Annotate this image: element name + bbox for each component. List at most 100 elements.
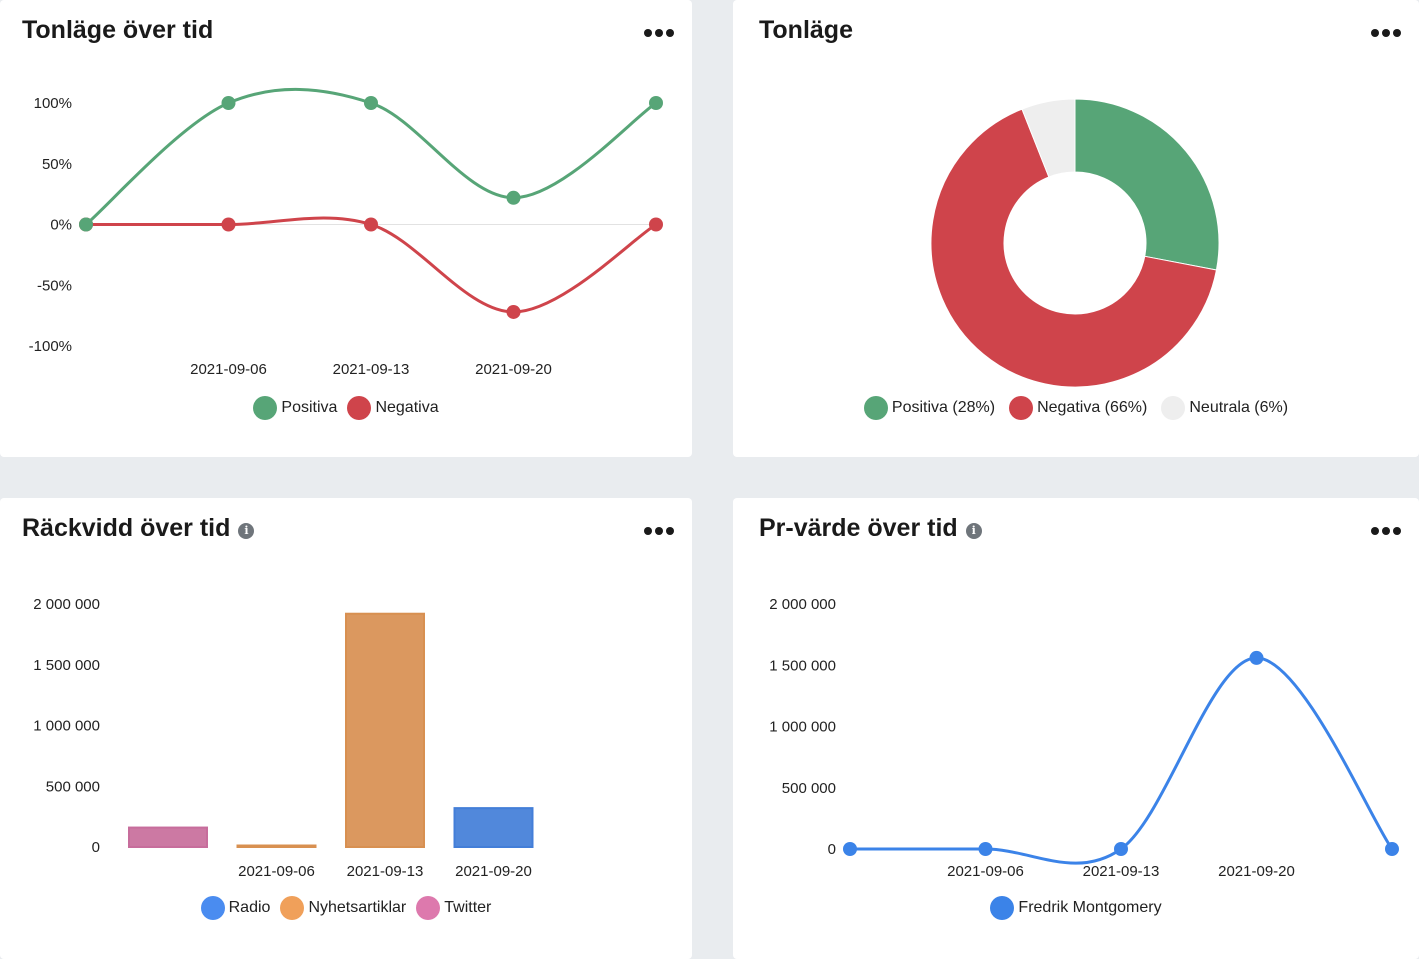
y-tick-label: 100% (34, 95, 72, 112)
more-options-button[interactable] (1371, 524, 1401, 538)
x-tick-label: 2021-09-20 (475, 361, 552, 378)
data-point (1249, 650, 1264, 665)
info-icon[interactable]: i (238, 522, 255, 539)
y-tick-label: 1 000 000 (33, 718, 100, 735)
chart-legend: Fredrik Montgomery (733, 896, 1419, 920)
info-icon[interactable]: i (965, 522, 982, 539)
y-tick-label: 500 000 (46, 778, 100, 795)
legend-item[interactable]: Radio (200, 896, 271, 920)
reach-over-time-card: Räckvidd över tid i 2 000 000 1 500 000 1 0… (0, 498, 692, 959)
legend-dot-icon (253, 396, 278, 420)
legend-label: Radio (228, 899, 271, 916)
card-title-text: Tonläge över tid (22, 16, 214, 44)
more-options-button[interactable] (644, 26, 674, 40)
series-line (86, 216, 657, 314)
legend-item[interactable]: Fredrik Montgomery (990, 896, 1162, 920)
bar (128, 826, 208, 848)
data-point (649, 96, 663, 110)
legend-dot-icon (200, 896, 225, 920)
data-point (1114, 842, 1128, 856)
dot-icon (1382, 527, 1390, 535)
x-tick-label: 2021-09-06 (947, 863, 1024, 880)
dot-icon (1371, 29, 1379, 37)
legend-dot-icon (347, 396, 372, 420)
pr-value-over-time-card: Pr-värde över tid i 2 000 000 1 500 000 1 0… (733, 498, 1419, 959)
legend-label: Twitter (444, 899, 492, 916)
data-point (843, 842, 857, 856)
dot-icon (644, 527, 652, 535)
y-tick-label: -100% (29, 338, 72, 355)
data-point (1385, 842, 1399, 856)
bar (453, 807, 534, 848)
tone-card: Tonläge Positiva (28%) Negativa (66%) Neut… (733, 0, 1419, 457)
dot-icon (1382, 29, 1390, 37)
y-tick-label: -50% (37, 277, 72, 294)
y-tick-label: 2 000 000 (33, 596, 100, 613)
chart-legend: Positiva Negativa (0, 396, 692, 420)
y-tick-label: 0% (50, 217, 72, 234)
more-options-button[interactable] (1371, 26, 1401, 40)
y-tick-label: 500 000 (782, 780, 836, 797)
tone-over-time-card: Tonläge över tid 100% 50% 0% -50% -100% 2021-… (0, 0, 692, 457)
card-title: Räckvidd över tid i (22, 514, 255, 543)
x-tick-label: 2021-09-06 (238, 863, 315, 880)
bar (236, 844, 317, 848)
pie-slice (1074, 98, 1220, 271)
legend-dot-icon (280, 896, 305, 920)
dot-icon (644, 29, 652, 37)
chart-legend: Radio Nyhetsartiklar Twitter (0, 896, 692, 920)
x-tick-label: 2021-09-20 (455, 863, 532, 880)
x-tick-label: 2021-09-06 (190, 361, 267, 378)
card-title-text: Pr-värde över tid (759, 514, 958, 542)
dot-icon (1393, 29, 1401, 37)
legend-item[interactable]: Negativa (347, 396, 439, 420)
data-point (649, 217, 663, 232)
legend-dot-icon (863, 396, 888, 420)
dot-icon (666, 527, 674, 535)
data-point (79, 217, 93, 232)
data-point (221, 217, 236, 232)
legend-label: Nyhetsartiklar (308, 899, 407, 916)
card-title-text: Tonläge (759, 16, 853, 44)
more-options-button[interactable] (644, 524, 674, 538)
dot-icon (666, 29, 674, 37)
dot-icon (1393, 527, 1401, 535)
card-title-text: Räckvidd över tid (22, 514, 231, 542)
dot-icon (655, 527, 663, 535)
x-tick-label: 2021-09-13 (333, 361, 410, 378)
y-tick-label: 0 (828, 841, 836, 858)
y-tick-label: 1 500 000 (33, 657, 100, 674)
card-title: Pr-värde över tid i (759, 514, 982, 543)
legend-item[interactable]: Negativa (66%) (1009, 396, 1147, 420)
x-tick-label: 2021-09-20 (1218, 863, 1295, 880)
data-point (221, 96, 236, 110)
legend-item[interactable]: Nyhetsartiklar (280, 896, 406, 920)
legend-label: Neutrala (6%) (1189, 399, 1289, 416)
dot-icon (655, 29, 663, 37)
legend-dot-icon (990, 896, 1015, 920)
legend-item[interactable]: Positiva (28%) (863, 396, 996, 420)
x-tick-label: 2021-09-13 (347, 863, 424, 880)
legend-dot-icon (1161, 396, 1186, 420)
legend-dot-icon (416, 896, 441, 920)
legend-label: Positiva (28%) (891, 399, 996, 416)
legend-label: Negativa (66%) (1037, 399, 1148, 416)
data-point (506, 190, 521, 205)
y-tick-label: 2 000 000 (769, 596, 836, 613)
y-tick-label: 1 500 000 (769, 657, 836, 674)
legend-item[interactable]: Twitter (416, 896, 491, 920)
legend-label: Positiva (281, 399, 338, 416)
legend-item[interactable]: Positiva (253, 396, 337, 420)
card-title: Tonläge (759, 16, 853, 45)
tone-donut-chart (930, 98, 1220, 388)
card-title: Tonläge över tid (22, 16, 213, 45)
dot-icon (1371, 527, 1379, 535)
tone-line-chart: 100% 50% 0% -50% -100% 2021-09-06 2021-09-13 20… (29, 87, 663, 378)
pie-slice (930, 108, 1218, 388)
data-point (506, 304, 521, 319)
x-tick-label: 2021-09-13 (1083, 863, 1160, 880)
legend-dot-icon (1009, 396, 1034, 420)
legend-item[interactable]: Neutrala (6%) (1161, 396, 1288, 420)
legend-label: Negativa (375, 399, 439, 416)
series-line (849, 656, 1394, 865)
